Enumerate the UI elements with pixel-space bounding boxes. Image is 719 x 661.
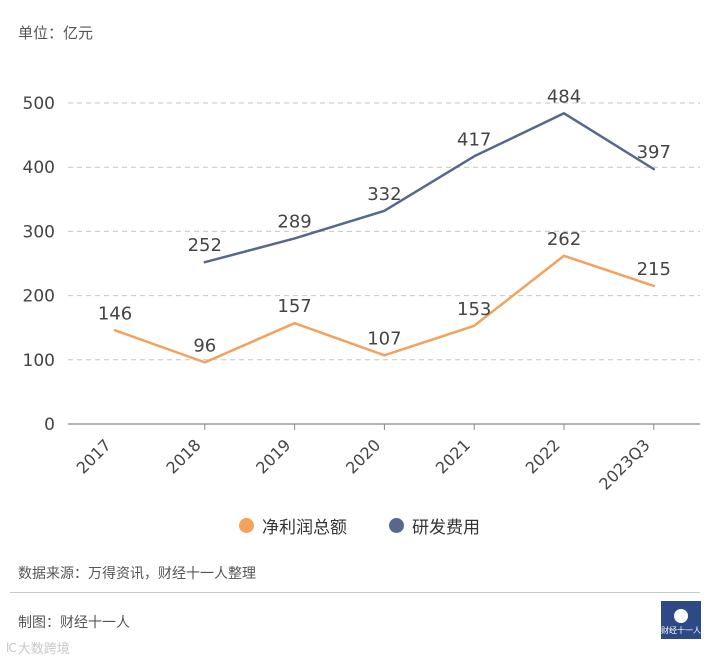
x-tick-label: 2018 <box>162 435 204 477</box>
x-tick-label: 2021 <box>432 435 474 477</box>
x-tick-label: 2022 <box>522 435 564 477</box>
x-tick-label: 2017 <box>73 435 115 477</box>
x-tick-label: 2023Q3 <box>595 435 653 493</box>
x-tick-label: 2020 <box>342 435 384 477</box>
legend: 净利润总额 研发费用 <box>0 513 719 538</box>
series-line-net-profit <box>113 254 656 364</box>
y-tick-label: 400 <box>23 158 55 178</box>
x-tick-label: 2019 <box>252 435 294 477</box>
legend-dot-rnd-expense <box>389 518 404 533</box>
legend-item-net-profit: 净利润总额 <box>239 513 347 538</box>
series-line-rnd-expense <box>203 112 656 264</box>
watermark-logo-icon: lC <box>6 640 17 655</box>
data-label: 289 <box>277 211 311 232</box>
unit-label: 单位：亿元 <box>18 24 94 42</box>
y-tick-label: 200 <box>23 287 55 307</box>
data-label: 332 <box>367 184 401 205</box>
gridlines: 0 100 200 300 400 500 <box>23 94 700 435</box>
logo-text: 财经十一人 <box>661 626 701 635</box>
data-label: 157 <box>277 296 311 317</box>
legend-item-rnd-expense: 研发费用 <box>389 513 480 538</box>
divider <box>10 592 700 593</box>
data-label: 107 <box>367 328 401 349</box>
legend-label-net-profit: 净利润总额 <box>262 518 347 538</box>
line-chart: 0 100 200 300 400 500 2017 2018 2019 2020 2021 202… <box>23 86 700 494</box>
data-label: 146 <box>98 303 132 324</box>
publisher-logo: 财经十一人 <box>661 601 701 639</box>
y-tick-label: 100 <box>23 351 55 371</box>
legend-dot-net-profit <box>239 518 254 533</box>
data-label: 262 <box>547 229 581 250</box>
watermark: lC 大数跨境 <box>6 638 70 658</box>
y-tick-label: 300 <box>23 222 55 242</box>
data-labels: 146 96 157 107 153 262 215 252 289 332 417 484 397 <box>98 86 671 356</box>
data-label: 484 <box>547 86 581 107</box>
y-tick-label: 500 <box>23 94 55 114</box>
chart-maker: 制图：财经十一人 <box>18 615 130 631</box>
y-tick-label: 0 <box>44 415 55 435</box>
data-source: 数据来源：万得资讯，财经十一人整理 <box>18 566 256 582</box>
globe-icon <box>674 609 688 623</box>
data-label: 252 <box>188 235 222 256</box>
data-label: 397 <box>637 142 671 163</box>
data-label: 417 <box>457 129 491 150</box>
watermark-text: 大数跨境 <box>17 642 70 657</box>
data-label: 153 <box>457 299 491 320</box>
x-axis: 2017 2018 2019 2020 2021 2022 2023Q3 <box>68 423 700 494</box>
legend-label-rnd-expense: 研发费用 <box>412 518 480 538</box>
series-layer <box>113 112 656 364</box>
data-label: 96 <box>193 335 216 356</box>
data-label: 215 <box>637 259 671 280</box>
